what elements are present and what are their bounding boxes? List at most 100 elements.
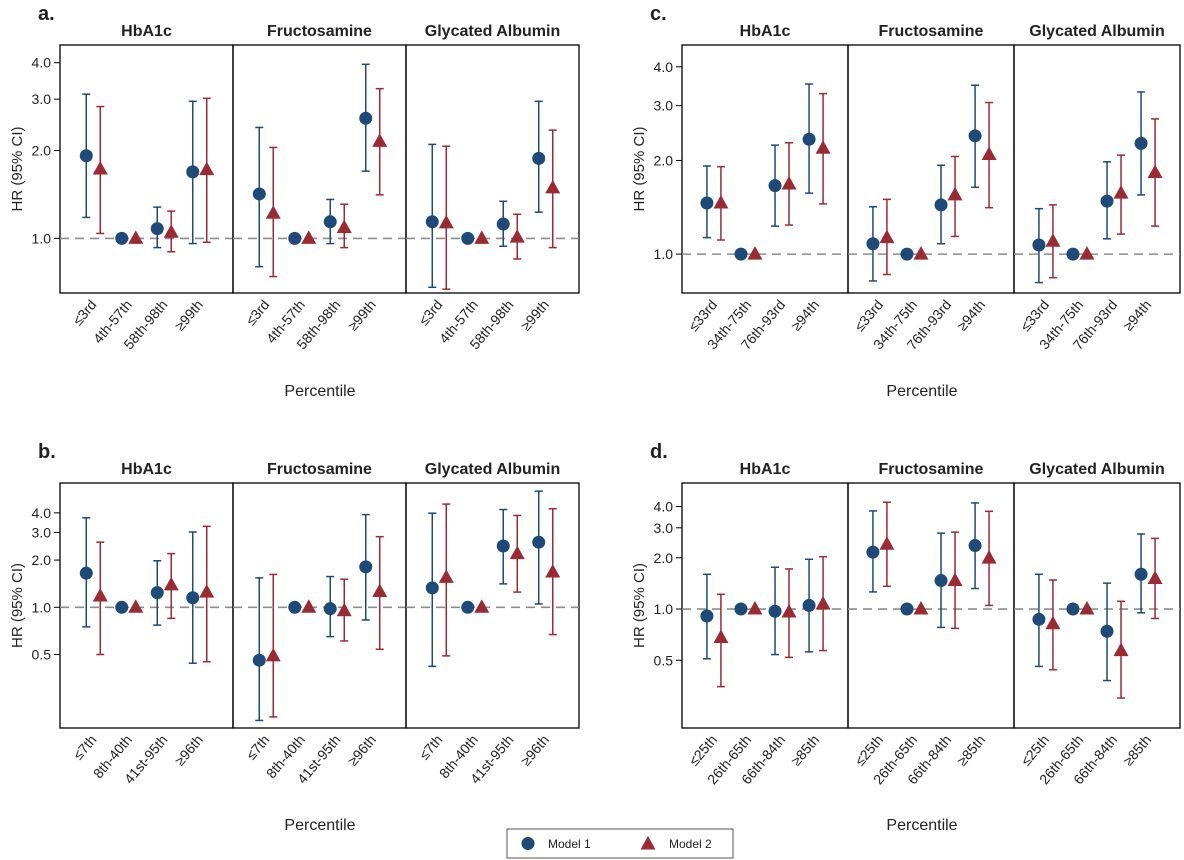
x-axis-label: Percentile [886, 383, 957, 400]
y-axis-label: HR (95% CI) [631, 563, 648, 648]
model1-point [425, 215, 439, 229]
model1-point [866, 545, 880, 559]
model2-point [815, 596, 831, 610]
panel-title: Fructosamine [879, 461, 984, 478]
panel-title: Glycated Albumin [1029, 23, 1164, 40]
model1-point [150, 586, 164, 600]
model2-point [474, 599, 490, 613]
model1-point [496, 217, 510, 231]
model1-point [768, 604, 782, 618]
x-tick-label: ≥85th [954, 732, 989, 769]
model1-point [461, 600, 475, 614]
legend-model1-marker [521, 837, 535, 850]
y-tick-label: 2.0 [32, 143, 52, 159]
chart-letter: d. [650, 441, 668, 463]
model2-point [879, 536, 895, 550]
model1-point [802, 132, 816, 146]
model2-point [545, 563, 561, 578]
model1-point [700, 609, 714, 623]
model1-point [768, 179, 782, 193]
model1-point [186, 591, 200, 605]
chart-b: b. HR (95% CI) Percentile 0.5 1.0 2.0 3.0 4.0 Hb… [9, 441, 580, 834]
model1-point [79, 149, 93, 163]
y-tick-label: 0.5 [654, 652, 674, 668]
y-tick-label: 3.0 [32, 524, 52, 540]
model1-point [150, 222, 164, 236]
model2-point [163, 576, 179, 591]
model2-point [879, 229, 895, 244]
model2-point [781, 176, 797, 190]
model2-point [372, 133, 388, 147]
legend-model1-label: Model 1 [548, 837, 591, 851]
y-tick-label: 3.0 [32, 91, 52, 107]
model2-point [336, 602, 352, 617]
x-axis-label: Percentile [284, 383, 355, 400]
model2-point [747, 601, 763, 615]
panel-title: HbA1c [740, 23, 791, 40]
model1-point [186, 165, 200, 179]
y-tick-label: 4.0 [654, 59, 674, 75]
panel-frame [405, 482, 580, 729]
x-tick-label: ≥85th [788, 732, 823, 769]
y-tick-label: 4.0 [32, 55, 52, 71]
panel-title: HbA1c [121, 461, 172, 478]
model2-point [1045, 615, 1061, 630]
y-tick-label: 2.0 [654, 152, 674, 168]
x-tick-label: ≥96th [517, 732, 552, 769]
x-tick-label: ≥99th [517, 297, 552, 334]
model1-point [461, 231, 475, 245]
chart-letter: c. [650, 3, 667, 25]
model1-point [1100, 624, 1114, 638]
x-tick-label: ≤7th [243, 732, 273, 763]
x-tick-label: ≤3rd [242, 297, 272, 329]
chart-a: a. HR (95% CI) Percentile 1.0 2.0 3.0 4.0 HbA1c… [9, 3, 580, 400]
model2-point [199, 584, 215, 598]
x-tick-label: ≥99th [171, 297, 206, 334]
x-tick-label: ≤3rd [69, 297, 99, 329]
model2-point [981, 550, 997, 564]
model1-point [734, 247, 748, 261]
model1-point [115, 600, 129, 614]
y-tick-label: 1.0 [654, 246, 674, 262]
model1-point [900, 247, 914, 261]
model2-point [128, 230, 144, 244]
y-tick-label: 3.0 [654, 98, 674, 114]
model2-point [947, 572, 963, 587]
y-tick-label: 4.0 [654, 499, 674, 515]
model2-point [301, 599, 317, 613]
model2-point [815, 140, 831, 154]
y-axis-label: HR (95% CI) [631, 126, 648, 211]
model2-point [474, 230, 490, 244]
panel-title: HbA1c [740, 461, 791, 478]
model2-point [199, 161, 215, 176]
model1-point [1134, 136, 1148, 150]
y-axis-label: HR (95% CI) [9, 126, 26, 211]
model1-point [323, 215, 337, 229]
y-axis-label: HR (95% CI) [9, 563, 26, 648]
x-tick-label: ≥94th [788, 297, 823, 334]
model1-point [934, 198, 948, 212]
model2-point [1079, 601, 1095, 615]
panel-title: Fructosamine [267, 23, 372, 40]
y-tick-label: 4.0 [32, 505, 52, 521]
model1-point [359, 111, 373, 125]
model2-point [713, 629, 729, 644]
x-tick-label: ≥85th [1120, 732, 1155, 769]
y-tick-label: 0.5 [32, 647, 52, 663]
y-tick-label: 2.0 [32, 552, 52, 568]
model2-point [947, 186, 963, 201]
y-tick-label: 1.0 [32, 599, 52, 615]
model2-point [913, 601, 929, 615]
model1-point [252, 653, 266, 667]
model2-point [301, 230, 317, 244]
model1-point [802, 598, 816, 612]
